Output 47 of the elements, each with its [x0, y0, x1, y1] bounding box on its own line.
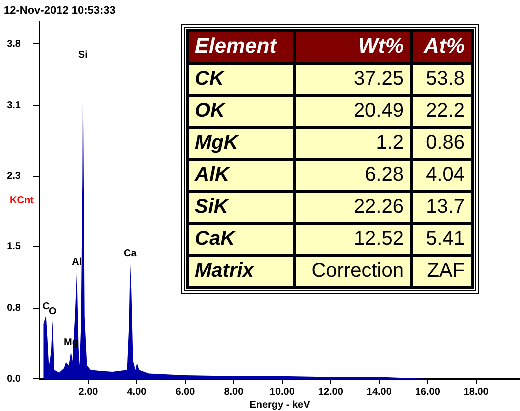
annotation: 22.2	[412, 96, 472, 128]
annotation: CaK	[188, 224, 294, 256]
annotation: 0.86	[412, 128, 472, 160]
annotation: Al	[72, 257, 82, 268]
annotation: Correction	[294, 256, 412, 288]
annotation: 4.04	[412, 160, 472, 192]
annotation: C	[42, 301, 50, 312]
annotation: Ca	[124, 248, 138, 260]
annotation: 1.2	[294, 128, 412, 160]
x-tick-label: 10.00	[270, 386, 296, 398]
annotation: 37.25	[294, 64, 412, 96]
y-tick-label: 2.3	[7, 171, 22, 182]
annotation: 22.26	[294, 192, 412, 224]
annotation: 53.8	[412, 64, 472, 96]
x-tick-label: 18.00	[464, 386, 490, 398]
annotation: MgK	[188, 128, 294, 160]
y-tick-label: 0.0	[7, 374, 22, 385]
x-axis-title: Energy - keV	[250, 400, 311, 411]
x-tick-label: 8.00	[224, 386, 244, 398]
x-tick-label: 4.00	[127, 386, 148, 398]
annotation: O	[48, 306, 57, 318]
x-tick-label: 6.00	[176, 386, 196, 398]
category-label: At%	[412, 30, 472, 64]
annotation: SiK	[188, 192, 294, 224]
annotation: OK	[188, 96, 294, 128]
x-tick-label: 12.00	[318, 386, 344, 398]
annotation: 12.52	[294, 224, 412, 256]
annotation: 13.7	[412, 192, 472, 224]
annotation: Si	[78, 50, 88, 62]
y-tick-label: 0.8	[7, 303, 22, 314]
annotation: ZAF	[412, 256, 472, 288]
x-tick-label: 14.00	[366, 386, 392, 398]
chart-title: 12-Nov-2012 10:53:33	[4, 5, 116, 17]
category-label: Wt%	[294, 30, 412, 64]
annotation: CK	[188, 64, 294, 96]
annotation: 6.28	[294, 160, 412, 192]
annotation: 20.49	[294, 96, 412, 128]
x-tick-label: 16.00	[415, 386, 441, 398]
category-label: Element	[188, 30, 294, 64]
annotation: 5.41	[412, 224, 472, 256]
annotation: AlK	[188, 160, 294, 192]
y-tick-label: 1.5	[7, 242, 22, 253]
x-tick-label: 2.00	[78, 386, 99, 398]
y-axis-title: KCnt	[10, 195, 35, 206]
y-tick-label: 3.1	[7, 100, 22, 112]
y-tick-label: 3.8	[7, 38, 22, 50]
annotation: Matrix	[188, 256, 294, 288]
